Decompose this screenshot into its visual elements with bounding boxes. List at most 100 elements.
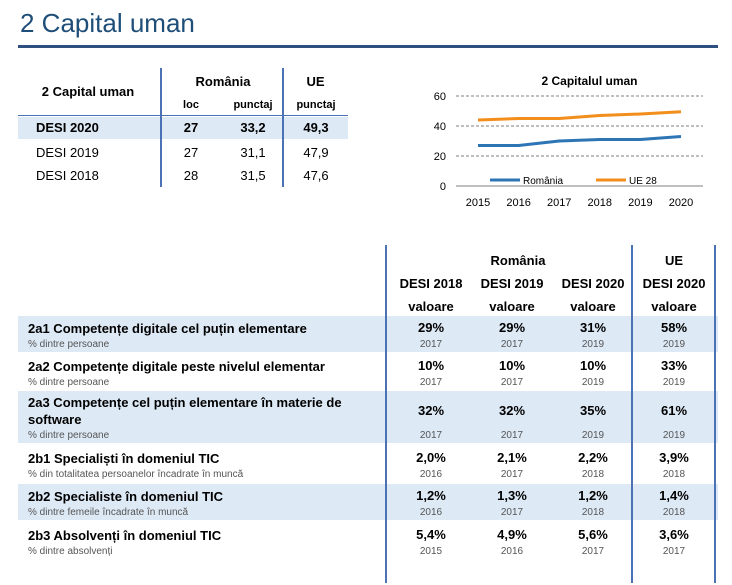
indicator-value: 5,4% [416, 527, 446, 542]
indicator-value: 10% [579, 358, 607, 373]
indicator-year: 2019 [581, 377, 605, 388]
y-tick-label: 20 [434, 151, 446, 163]
legend-label: UE 28 [629, 176, 657, 187]
indicator-year: 2019 [581, 339, 605, 350]
indicator-value: 31% [579, 320, 607, 335]
table-vline-end [714, 245, 716, 583]
indicator-year: 2016 [500, 546, 524, 557]
summary-row-score: 31,5 [240, 168, 266, 183]
chart-canvas: 2 Capitalul uman 0 20 40 60 2015 2016 2017 2018 2… [434, 74, 703, 209]
table-row: 2a3 Competențe cel puțin elementare în m… [18, 391, 718, 443]
indicator-year: 2016 [419, 469, 443, 480]
series-line-0 [478, 135, 682, 147]
indicator-value: 29% [498, 320, 526, 335]
table-row: 2b3 Absolvenți în domeniul TIC % dintre … [18, 522, 718, 562]
indicator-year: 2019 [662, 430, 686, 441]
col-header: DESI 2020 [642, 276, 706, 291]
indicator-name: 2a2 Competențe digitale peste nivelul el… [28, 359, 325, 374]
table-row: 2a2 Competențe digitale peste nivelul el… [18, 354, 718, 390]
col-header: DESI 2018 [399, 276, 463, 291]
summary-row-label: DESI 2020 [36, 120, 99, 135]
indicator-year: 2017 [500, 377, 524, 388]
indicators-group-eu: UE [664, 253, 684, 268]
chart-title: 2 Capitalul uman [541, 74, 637, 88]
col-subheader: valoare [408, 299, 454, 314]
x-tick-label: 2015 [466, 197, 490, 209]
summary-col-score: punctaj [233, 99, 273, 111]
indicator-value: 32% [498, 403, 526, 418]
indicators-group-ro: România [490, 253, 546, 268]
x-tick-label: 2018 [588, 197, 612, 209]
summary-table: 2 Capital uman România UE loc punctaj pu… [18, 68, 348, 187]
indicator-name: 2b1 Specialiști în domeniul TIC [28, 451, 220, 466]
indicator-year: 2018 [581, 507, 605, 518]
indicator-value: 1,4% [659, 488, 689, 503]
table-row: 2b1 Specialiști în domeniul TIC % din to… [18, 446, 718, 482]
indicator-value: 10% [498, 358, 526, 373]
summary-group-eu: UE [306, 74, 325, 89]
indicator-name: 2a1 Competențe digitale cel puțin elemen… [28, 321, 307, 336]
indicator-value: 1,2% [416, 488, 446, 503]
y-tick-label: 40 [434, 121, 446, 133]
indicator-year: 2018 [662, 469, 686, 480]
x-tick-label: 2019 [628, 197, 652, 209]
indicator-value: 33% [660, 358, 688, 373]
indicator-value: 1,2% [578, 488, 608, 503]
indicator-year: 2019 [662, 377, 686, 388]
summary-highlight-row [18, 117, 348, 139]
indicator-year: 2017 [419, 430, 443, 441]
summary-divider [18, 115, 348, 116]
summary-row-eu: 49,3 [303, 120, 329, 135]
indicator-unit: % dintre absolvenți [28, 546, 113, 557]
indicator-value: 5,6% [578, 527, 608, 542]
indicator-year: 2016 [419, 507, 443, 518]
indicator-value: 2,0% [416, 450, 446, 465]
x-tick-label: 2020 [669, 197, 693, 209]
summary-row-loc: 27 [183, 145, 199, 160]
summary-corner-label: 2 Capital uman [41, 84, 135, 99]
summary-col-eu-score: punctaj [296, 99, 336, 111]
indicator-year: 2017 [419, 377, 443, 388]
summary-row-score: 31,1 [240, 145, 266, 160]
indicator-value: 35% [579, 403, 607, 418]
summary-row-score: 33,2 [240, 120, 266, 135]
indicator-year: 2018 [662, 507, 686, 518]
x-tick-label: 2017 [547, 197, 571, 209]
indicator-name: 2b3 Absolvenți în domeniul TIC [28, 528, 222, 543]
indicator-year: 2019 [662, 339, 686, 350]
summary-row-label: DESI 2019 [36, 145, 99, 160]
indicator-unit: % dintre femeile încadrate în muncă [28, 507, 189, 518]
indicator-value: 1,3% [497, 488, 527, 503]
col-subheader: valoare [570, 299, 616, 314]
indicator-value: 10% [417, 358, 445, 373]
summary-vline-2 [282, 68, 284, 187]
indicator-year: 2017 [500, 339, 524, 350]
indicator-year: 2017 [662, 546, 686, 557]
indicator-value: 32% [417, 403, 445, 418]
summary-row-loc: 28 [183, 168, 199, 183]
summary-row-loc: 27 [183, 120, 199, 135]
table-row: 2a1 Competențe digitale cel puțin elemen… [18, 316, 718, 352]
table-row: 2b2 Specialiste în domeniul TIC % dintre… [18, 484, 718, 520]
indicator-unit: % dintre persoane [28, 430, 110, 441]
indicator-year: 2017 [419, 339, 443, 350]
y-tick-label: 0 [440, 181, 446, 193]
summary-row-eu: 47,9 [303, 145, 329, 160]
series-line-1 [477, 110, 682, 122]
indicator-unit: % dintre persoane [28, 377, 110, 388]
indicator-value: 2,2% [578, 450, 608, 465]
indicator-year: 2019 [581, 430, 605, 441]
indicator-year: 2018 [581, 469, 605, 480]
table-vline-ro [385, 245, 387, 583]
x-tick-label: 2016 [506, 197, 530, 209]
indicator-value: 58% [660, 320, 688, 335]
indicator-unit: % din totalitatea persoanelor încadrate … [28, 469, 244, 480]
indicator-unit: % dintre persoane [28, 339, 110, 350]
indicator-year: 2017 [500, 430, 524, 441]
page-title: 2 Capital uman [20, 8, 195, 38]
human-capital-chart: 2 Capitalul uman 0 20 40 60 2015 2016 2017 2018 2… [418, 70, 718, 210]
summary-group-ro: România [195, 74, 251, 89]
indicator-year: 2017 [581, 546, 605, 557]
table-vline-eu [631, 245, 633, 583]
legend-label: România [523, 176, 563, 187]
